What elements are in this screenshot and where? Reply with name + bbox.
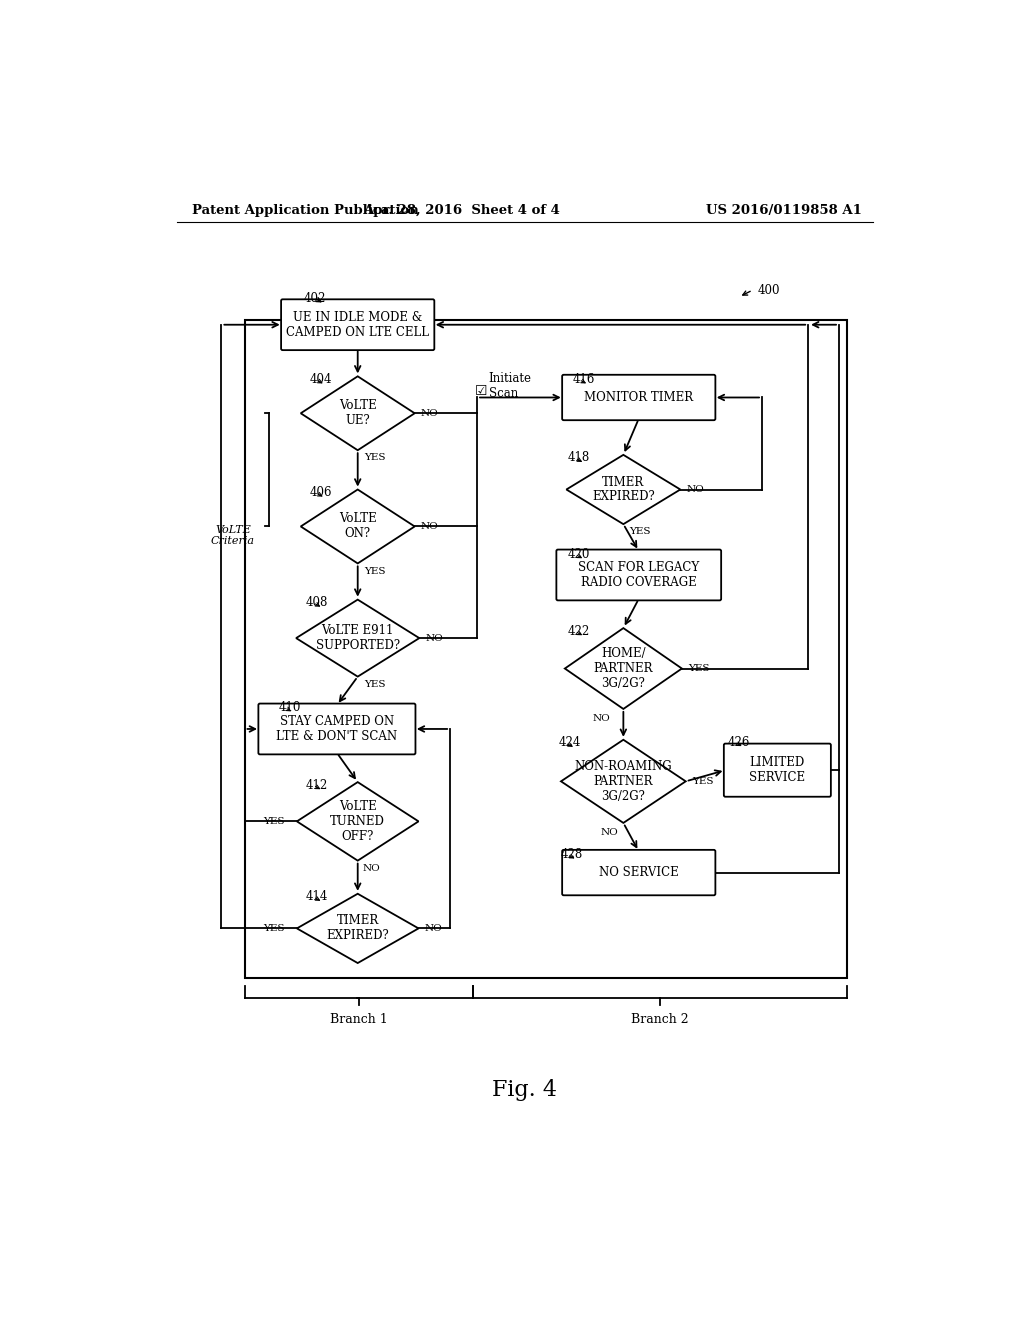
Text: 410: 410 bbox=[279, 701, 301, 714]
Text: 400: 400 bbox=[758, 284, 780, 297]
Text: NON-ROAMING
PARTNER
3G/2G?: NON-ROAMING PARTNER 3G/2G? bbox=[574, 760, 672, 803]
Polygon shape bbox=[565, 628, 682, 709]
Text: Apr. 28, 2016  Sheet 4 of 4: Apr. 28, 2016 Sheet 4 of 4 bbox=[364, 205, 560, 218]
FancyBboxPatch shape bbox=[562, 850, 716, 895]
Polygon shape bbox=[561, 739, 686, 822]
Text: NO: NO bbox=[425, 634, 443, 643]
Text: 420: 420 bbox=[568, 548, 590, 561]
Text: 414: 414 bbox=[306, 890, 329, 903]
Polygon shape bbox=[297, 894, 419, 964]
Text: VoLTE
UE?: VoLTE UE? bbox=[339, 399, 377, 428]
FancyBboxPatch shape bbox=[258, 704, 416, 755]
Text: VoLTE E911
SUPPORTED?: VoLTE E911 SUPPORTED? bbox=[315, 624, 399, 652]
Text: 416: 416 bbox=[572, 372, 595, 385]
Text: NO: NO bbox=[421, 409, 438, 417]
Text: ☑: ☑ bbox=[475, 384, 487, 397]
Text: Branch 1: Branch 1 bbox=[330, 1012, 388, 1026]
Text: Branch 2: Branch 2 bbox=[631, 1012, 689, 1026]
Text: VoLTE
TURNED
OFF?: VoLTE TURNED OFF? bbox=[331, 800, 385, 843]
Text: 418: 418 bbox=[568, 451, 590, 465]
Text: Fig. 4: Fig. 4 bbox=[493, 1080, 557, 1101]
Text: UE IN IDLE MODE &
CAMPED ON LTE CELL: UE IN IDLE MODE & CAMPED ON LTE CELL bbox=[287, 310, 429, 339]
Polygon shape bbox=[296, 599, 419, 677]
Text: YES: YES bbox=[364, 454, 385, 462]
Text: NO: NO bbox=[362, 863, 380, 873]
Text: MONITOR TIMER: MONITOR TIMER bbox=[585, 391, 693, 404]
Text: Initiate
Scan: Initiate Scan bbox=[488, 372, 531, 400]
FancyBboxPatch shape bbox=[556, 549, 721, 601]
Text: Patent Application Publication: Patent Application Publication bbox=[193, 205, 419, 218]
Text: 428: 428 bbox=[560, 847, 583, 861]
Text: 408: 408 bbox=[306, 597, 329, 610]
Text: NO: NO bbox=[421, 521, 438, 531]
Text: VoLTE
ON?: VoLTE ON? bbox=[339, 512, 377, 540]
Text: YES: YES bbox=[630, 528, 651, 536]
Text: YES: YES bbox=[692, 777, 714, 785]
Text: YES: YES bbox=[364, 680, 385, 689]
Text: TIMER
EXPIRED?: TIMER EXPIRED? bbox=[592, 475, 654, 503]
Text: NO: NO bbox=[425, 924, 442, 933]
Text: NO: NO bbox=[593, 714, 610, 722]
Text: US 2016/0119858 A1: US 2016/0119858 A1 bbox=[707, 205, 862, 218]
FancyBboxPatch shape bbox=[562, 375, 716, 420]
Text: VoLTE
Criteria: VoLTE Criteria bbox=[211, 525, 255, 546]
Text: STAY CAMPED ON
LTE & DON'T SCAN: STAY CAMPED ON LTE & DON'T SCAN bbox=[276, 715, 397, 743]
Text: LIMITED
SERVICE: LIMITED SERVICE bbox=[750, 756, 806, 784]
Text: YES: YES bbox=[688, 664, 710, 673]
Text: 402: 402 bbox=[304, 292, 327, 305]
Text: YES: YES bbox=[364, 566, 385, 576]
Text: 404: 404 bbox=[310, 372, 333, 385]
Text: YES: YES bbox=[263, 924, 285, 933]
Text: 406: 406 bbox=[310, 486, 333, 499]
Text: 422: 422 bbox=[568, 624, 590, 638]
Text: NO: NO bbox=[686, 484, 705, 494]
Text: NO: NO bbox=[600, 828, 618, 837]
Polygon shape bbox=[566, 455, 680, 524]
Text: 424: 424 bbox=[559, 737, 581, 750]
Text: 412: 412 bbox=[306, 779, 329, 792]
Text: NO SERVICE: NO SERVICE bbox=[599, 866, 679, 879]
Text: YES: YES bbox=[263, 817, 285, 826]
FancyBboxPatch shape bbox=[724, 743, 830, 797]
Polygon shape bbox=[297, 781, 419, 861]
Text: TIMER
EXPIRED?: TIMER EXPIRED? bbox=[327, 915, 389, 942]
Polygon shape bbox=[301, 490, 415, 564]
Text: SCAN FOR LEGACY
RADIO COVERAGE: SCAN FOR LEGACY RADIO COVERAGE bbox=[579, 561, 699, 589]
Text: HOME/
PARTNER
3G/2G?: HOME/ PARTNER 3G/2G? bbox=[594, 647, 653, 690]
FancyBboxPatch shape bbox=[282, 300, 434, 350]
Text: 426: 426 bbox=[728, 735, 751, 748]
Polygon shape bbox=[301, 376, 415, 450]
